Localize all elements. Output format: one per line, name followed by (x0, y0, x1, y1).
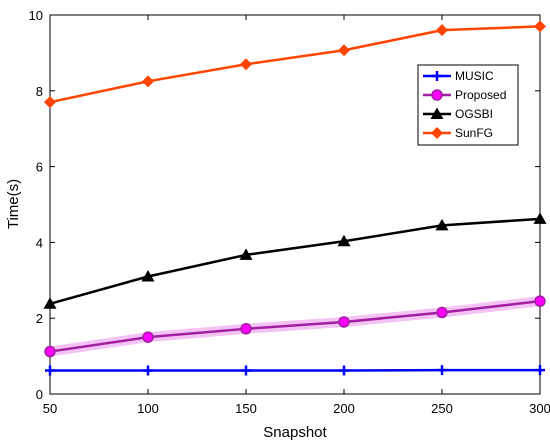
x-tick-label: 300 (529, 401, 550, 416)
data-point-music (437, 365, 447, 376)
marker-triangle (430, 107, 444, 119)
legend-item: Proposed (423, 88, 506, 102)
legend-label: OGSBI (455, 107, 493, 121)
legend-label: SunFG (455, 126, 493, 140)
legend-label: Proposed (455, 88, 506, 102)
y-tick-label: 10 (29, 8, 43, 23)
x-tick-label: 100 (137, 401, 159, 416)
data-point-sunfg (436, 24, 448, 37)
data-point-ogsbi (239, 248, 253, 260)
data-point-proposed (142, 331, 154, 343)
legend-label: MUSIC (455, 69, 494, 83)
data-point-music (241, 365, 251, 376)
x-tick-label: 250 (431, 401, 453, 416)
series-music (45, 365, 545, 376)
y-axis-label: Time(s) (5, 179, 22, 229)
series-line (49, 299, 541, 353)
x-axis-label: Snapshot (263, 424, 327, 441)
data-point-ogsbi (533, 212, 547, 224)
data-point-sunfg (534, 20, 546, 33)
data-point-proposed (534, 295, 546, 307)
legend-item: SunFG (423, 126, 493, 140)
y-tick-label: 2 (36, 311, 43, 326)
data-point-sunfg (142, 75, 154, 88)
series-layer (43, 20, 547, 376)
y-tick-label: 0 (36, 387, 43, 402)
data-point-music (339, 365, 349, 376)
data-point-ogsbi (337, 234, 351, 247)
y-tick-label: 6 (36, 160, 43, 175)
legend-item: MUSIC (423, 69, 494, 83)
data-point-proposed (44, 345, 56, 358)
data-point-proposed (240, 323, 252, 335)
series-line (49, 25, 541, 104)
x-tick-label: 50 (43, 401, 57, 416)
x-tick-label: 150 (235, 401, 257, 416)
data-point-music (143, 365, 153, 376)
data-point-sunfg (338, 44, 350, 57)
series-line (49, 217, 541, 306)
y-tick-label: 4 (36, 235, 43, 250)
data-point-ogsbi (141, 270, 155, 282)
series-sunfg (44, 20, 546, 109)
legend: MUSIC Proposed OGSBI SunFG (417, 64, 519, 146)
data-point-sunfg (240, 58, 252, 71)
data-point-proposed (436, 306, 448, 319)
legend-item: OGSBI (423, 107, 493, 121)
x-axis: 50 100 150 200 250 300 (43, 15, 550, 416)
marker-diamond (431, 127, 443, 139)
data-point-proposed (338, 316, 350, 328)
y-tick-label: 8 (36, 84, 43, 99)
data-point-music (45, 365, 55, 376)
x-tick-label: 200 (333, 401, 355, 416)
data-point-ogsbi (43, 297, 57, 309)
data-point-ogsbi (435, 218, 449, 231)
marker-circle (431, 89, 443, 101)
data-point-music (535, 365, 545, 376)
series-proposed (44, 295, 546, 358)
marker-plus (432, 71, 442, 81)
y-axis: 0 2 4 6 8 10 (29, 8, 540, 402)
data-point-sunfg (44, 96, 56, 109)
series-ogsbi (43, 212, 547, 309)
